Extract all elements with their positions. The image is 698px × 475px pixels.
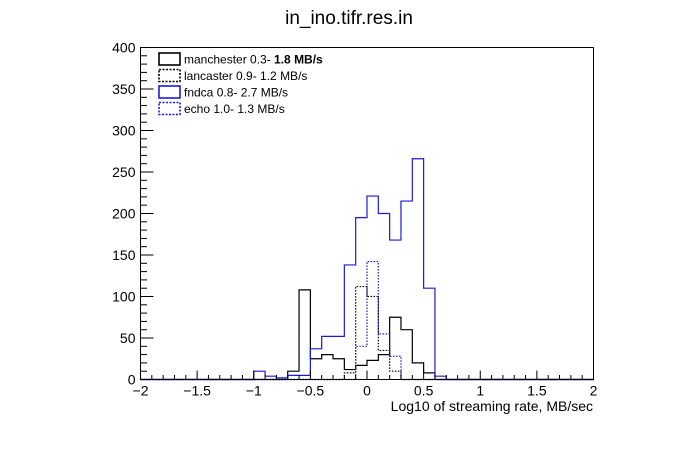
y-tick-label: 0	[128, 372, 136, 388]
x-tick-label: 0	[363, 383, 371, 399]
x-tick-label: 2	[590, 383, 598, 399]
legend-swatch-fndca	[158, 85, 181, 99]
x-tick-label: −1.5	[183, 383, 211, 399]
series-layer	[140, 158, 594, 381]
legend-label-echo: echo 1.0- 1.3 MB/s	[184, 102, 285, 116]
legend-label-fndca: fndca 0.8- 2.7 MB/s	[184, 86, 288, 100]
y-tick-label: 100	[112, 289, 136, 305]
y-tick-label: 250	[112, 164, 136, 180]
y-tick-label: 300	[112, 123, 136, 139]
legend-swatch-lancaster	[158, 68, 181, 83]
y-tick-label: 150	[112, 247, 136, 263]
y-tick-label: 200	[112, 206, 136, 222]
axes-layer: −2 −1.5 −1 −0.5 0 0.5 1 1.5 2 0 50 100 150 200 250 300 3…	[112, 40, 597, 399]
legend: manchester 0.3- 1.8 MB/s lancaster 0.9- 1…	[158, 52, 323, 116]
x-tick-label: −0.5	[297, 383, 325, 399]
legend-label-manchester: manchester 0.3- 1.8 MB/s	[184, 53, 323, 67]
chart-title: in_ino.tifr.res.in	[285, 8, 413, 29]
x-tick-label: 1.5	[527, 383, 547, 399]
y-tick-label: 350	[112, 81, 136, 97]
legend-swatch-echo	[158, 101, 181, 116]
x-tick-label: 1	[476, 383, 484, 399]
y-tick-label: 400	[112, 40, 136, 56]
x-tick-label: −1	[246, 383, 262, 399]
x-tick-label: 0.5	[414, 383, 434, 399]
x-axis-title: Log10 of streaming rate, MB/sec	[391, 398, 593, 414]
legend-label-lancaster: lancaster 0.9- 1.2 MB/s	[184, 69, 307, 83]
y-tick-label: 50	[120, 330, 136, 346]
legend-swatch-manchester	[158, 52, 181, 66]
x-tick-label: −2	[133, 383, 149, 399]
